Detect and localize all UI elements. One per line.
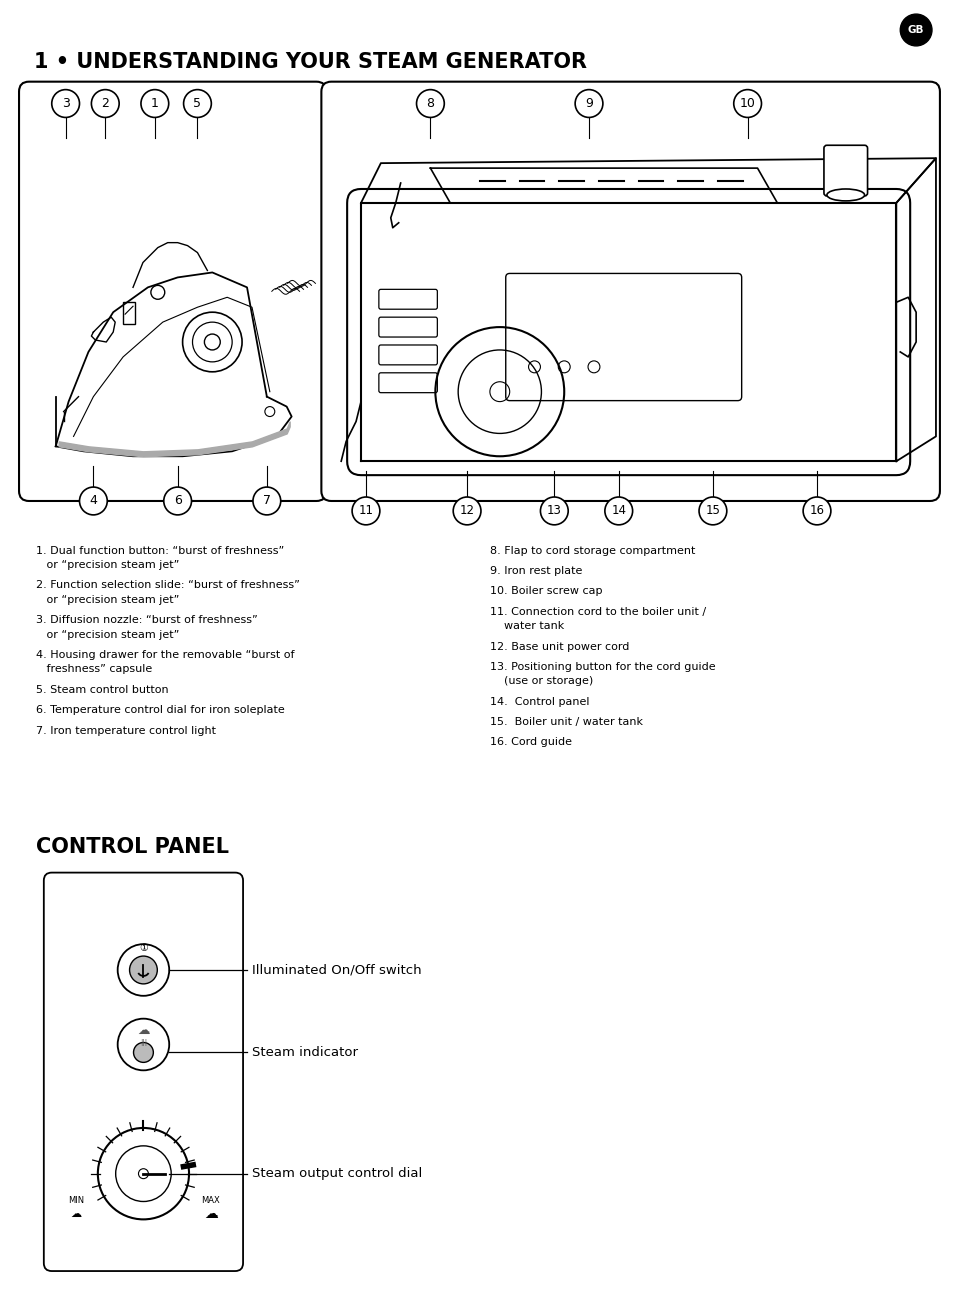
Text: 1 • UNDERSTANDING YOUR STEAM GENERATOR: 1 • UNDERSTANDING YOUR STEAM GENERATOR — [34, 52, 586, 72]
Circle shape — [79, 487, 107, 514]
Circle shape — [539, 497, 568, 525]
Text: MAX: MAX — [201, 1196, 220, 1206]
Text: 12: 12 — [459, 504, 474, 517]
Text: or “precision steam jet”: or “precision steam jet” — [36, 560, 179, 571]
Text: ☁: ☁ — [204, 1207, 217, 1221]
Text: Steam output control dial: Steam output control dial — [252, 1168, 422, 1181]
Text: 9: 9 — [584, 97, 593, 110]
Text: 3: 3 — [62, 97, 70, 110]
Text: 16: 16 — [809, 504, 823, 517]
Text: 4: 4 — [90, 495, 97, 508]
Circle shape — [802, 497, 830, 525]
Circle shape — [51, 89, 79, 118]
Text: 6: 6 — [173, 495, 181, 508]
Text: 7. Iron temperature control light: 7. Iron temperature control light — [36, 725, 215, 736]
Text: or “precision steam jet”: or “precision steam jet” — [36, 630, 179, 640]
Circle shape — [117, 1018, 169, 1071]
Bar — [123, 302, 135, 325]
Text: 11. Connection cord to the boiler unit /: 11. Connection cord to the boiler unit / — [490, 607, 705, 617]
Text: 4. Housing drawer for the removable “burst of: 4. Housing drawer for the removable “bur… — [36, 651, 294, 660]
Text: 13: 13 — [546, 504, 561, 517]
Text: 15: 15 — [705, 504, 720, 517]
Circle shape — [900, 14, 931, 46]
Text: (use or storage): (use or storage) — [490, 677, 593, 686]
Text: 16. Cord guide: 16. Cord guide — [490, 737, 571, 747]
Text: Illuminated On/Off switch: Illuminated On/Off switch — [252, 963, 421, 977]
Text: ☁: ☁ — [71, 1210, 82, 1220]
Text: 9. Iron rest plate: 9. Iron rest plate — [490, 565, 581, 576]
Text: 10: 10 — [739, 97, 755, 110]
Text: 11: 11 — [358, 504, 373, 517]
Circle shape — [141, 89, 169, 118]
Circle shape — [115, 1145, 171, 1202]
FancyBboxPatch shape — [321, 81, 939, 501]
Circle shape — [253, 487, 280, 514]
Text: 5. Steam control button: 5. Steam control button — [36, 685, 169, 695]
Circle shape — [138, 1169, 149, 1178]
FancyBboxPatch shape — [823, 145, 866, 196]
Circle shape — [133, 1042, 153, 1063]
Circle shape — [91, 89, 119, 118]
Text: 7: 7 — [263, 495, 271, 508]
Text: 12. Base unit power cord: 12. Base unit power cord — [490, 641, 629, 652]
Circle shape — [733, 89, 760, 118]
Text: water tank: water tank — [490, 622, 563, 631]
Text: 6. Temperature control dial for iron soleplate: 6. Temperature control dial for iron sol… — [36, 706, 284, 715]
FancyBboxPatch shape — [19, 81, 326, 501]
Text: 10. Boiler screw cap: 10. Boiler screw cap — [490, 586, 601, 597]
FancyBboxPatch shape — [44, 873, 243, 1271]
Circle shape — [604, 497, 632, 525]
Circle shape — [575, 89, 602, 118]
Text: 15.  Boiler unit / water tank: 15. Boiler unit / water tank — [490, 717, 642, 726]
Text: CONTROL PANEL: CONTROL PANEL — [36, 836, 229, 857]
Circle shape — [453, 497, 480, 525]
Text: or “precision steam jet”: or “precision steam jet” — [36, 594, 179, 605]
Text: 5: 5 — [193, 97, 201, 110]
Text: ☁: ☁ — [137, 1024, 150, 1037]
Text: ①: ① — [139, 942, 148, 953]
Circle shape — [352, 497, 379, 525]
Circle shape — [183, 89, 212, 118]
Ellipse shape — [826, 188, 863, 200]
Text: 2: 2 — [101, 97, 109, 110]
Circle shape — [117, 944, 169, 996]
Text: 8: 8 — [426, 97, 434, 110]
Text: 13. Positioning button for the cord guide: 13. Positioning button for the cord guid… — [490, 662, 715, 672]
Circle shape — [699, 497, 726, 525]
Text: 1. Dual function button: “burst of freshness”: 1. Dual function button: “burst of fresh… — [36, 546, 284, 556]
Text: GB: GB — [907, 25, 923, 35]
Circle shape — [204, 334, 220, 350]
Text: freshness” capsule: freshness” capsule — [36, 665, 152, 674]
Text: |||: ||| — [140, 1039, 147, 1046]
FancyBboxPatch shape — [347, 188, 909, 475]
Text: 2. Function selection slide: “burst of freshness”: 2. Function selection slide: “burst of f… — [36, 580, 299, 590]
Text: 14.  Control panel: 14. Control panel — [490, 696, 589, 707]
Circle shape — [164, 487, 192, 514]
Text: 3. Diffusion nozzle: “burst of freshness”: 3. Diffusion nozzle: “burst of freshness… — [36, 615, 257, 626]
Circle shape — [416, 89, 444, 118]
Text: 1: 1 — [151, 97, 158, 110]
Text: MIN: MIN — [68, 1196, 84, 1206]
Text: 8. Flap to cord storage compartment: 8. Flap to cord storage compartment — [490, 546, 695, 556]
Circle shape — [98, 1128, 189, 1220]
Text: 14: 14 — [611, 504, 625, 517]
Circle shape — [130, 956, 157, 984]
Text: Steam indicator: Steam indicator — [252, 1046, 357, 1059]
